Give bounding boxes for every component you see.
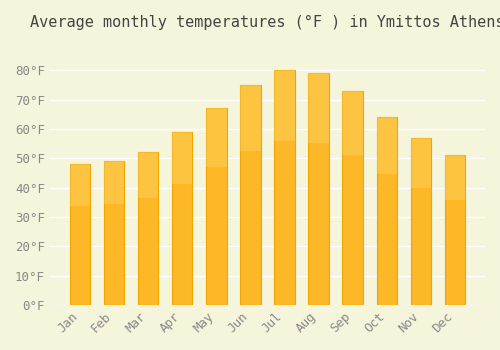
Bar (70, 164, 90, 305)
Bar (206, 108, 227, 167)
Bar (445, 155, 465, 200)
Bar (172, 132, 193, 184)
Bar (138, 153, 158, 305)
Bar (308, 73, 329, 143)
Bar (70, 164, 90, 206)
Bar (240, 85, 260, 151)
Bar (308, 73, 329, 305)
Bar (445, 155, 465, 305)
Bar (240, 85, 260, 305)
Bar (410, 138, 431, 305)
Bar (342, 91, 363, 305)
Bar (342, 91, 363, 155)
Bar (206, 108, 227, 305)
Bar (274, 70, 294, 305)
Bar (172, 132, 193, 305)
Bar (104, 161, 124, 204)
Bar (274, 70, 294, 141)
Bar (104, 161, 124, 305)
Bar (410, 138, 431, 188)
Bar (376, 117, 397, 305)
Title: Average monthly temperatures (°F ) in Ymittos Athens: Average monthly temperatures (°F ) in Ym… (30, 15, 500, 30)
Bar (138, 153, 158, 198)
Bar (376, 117, 397, 174)
